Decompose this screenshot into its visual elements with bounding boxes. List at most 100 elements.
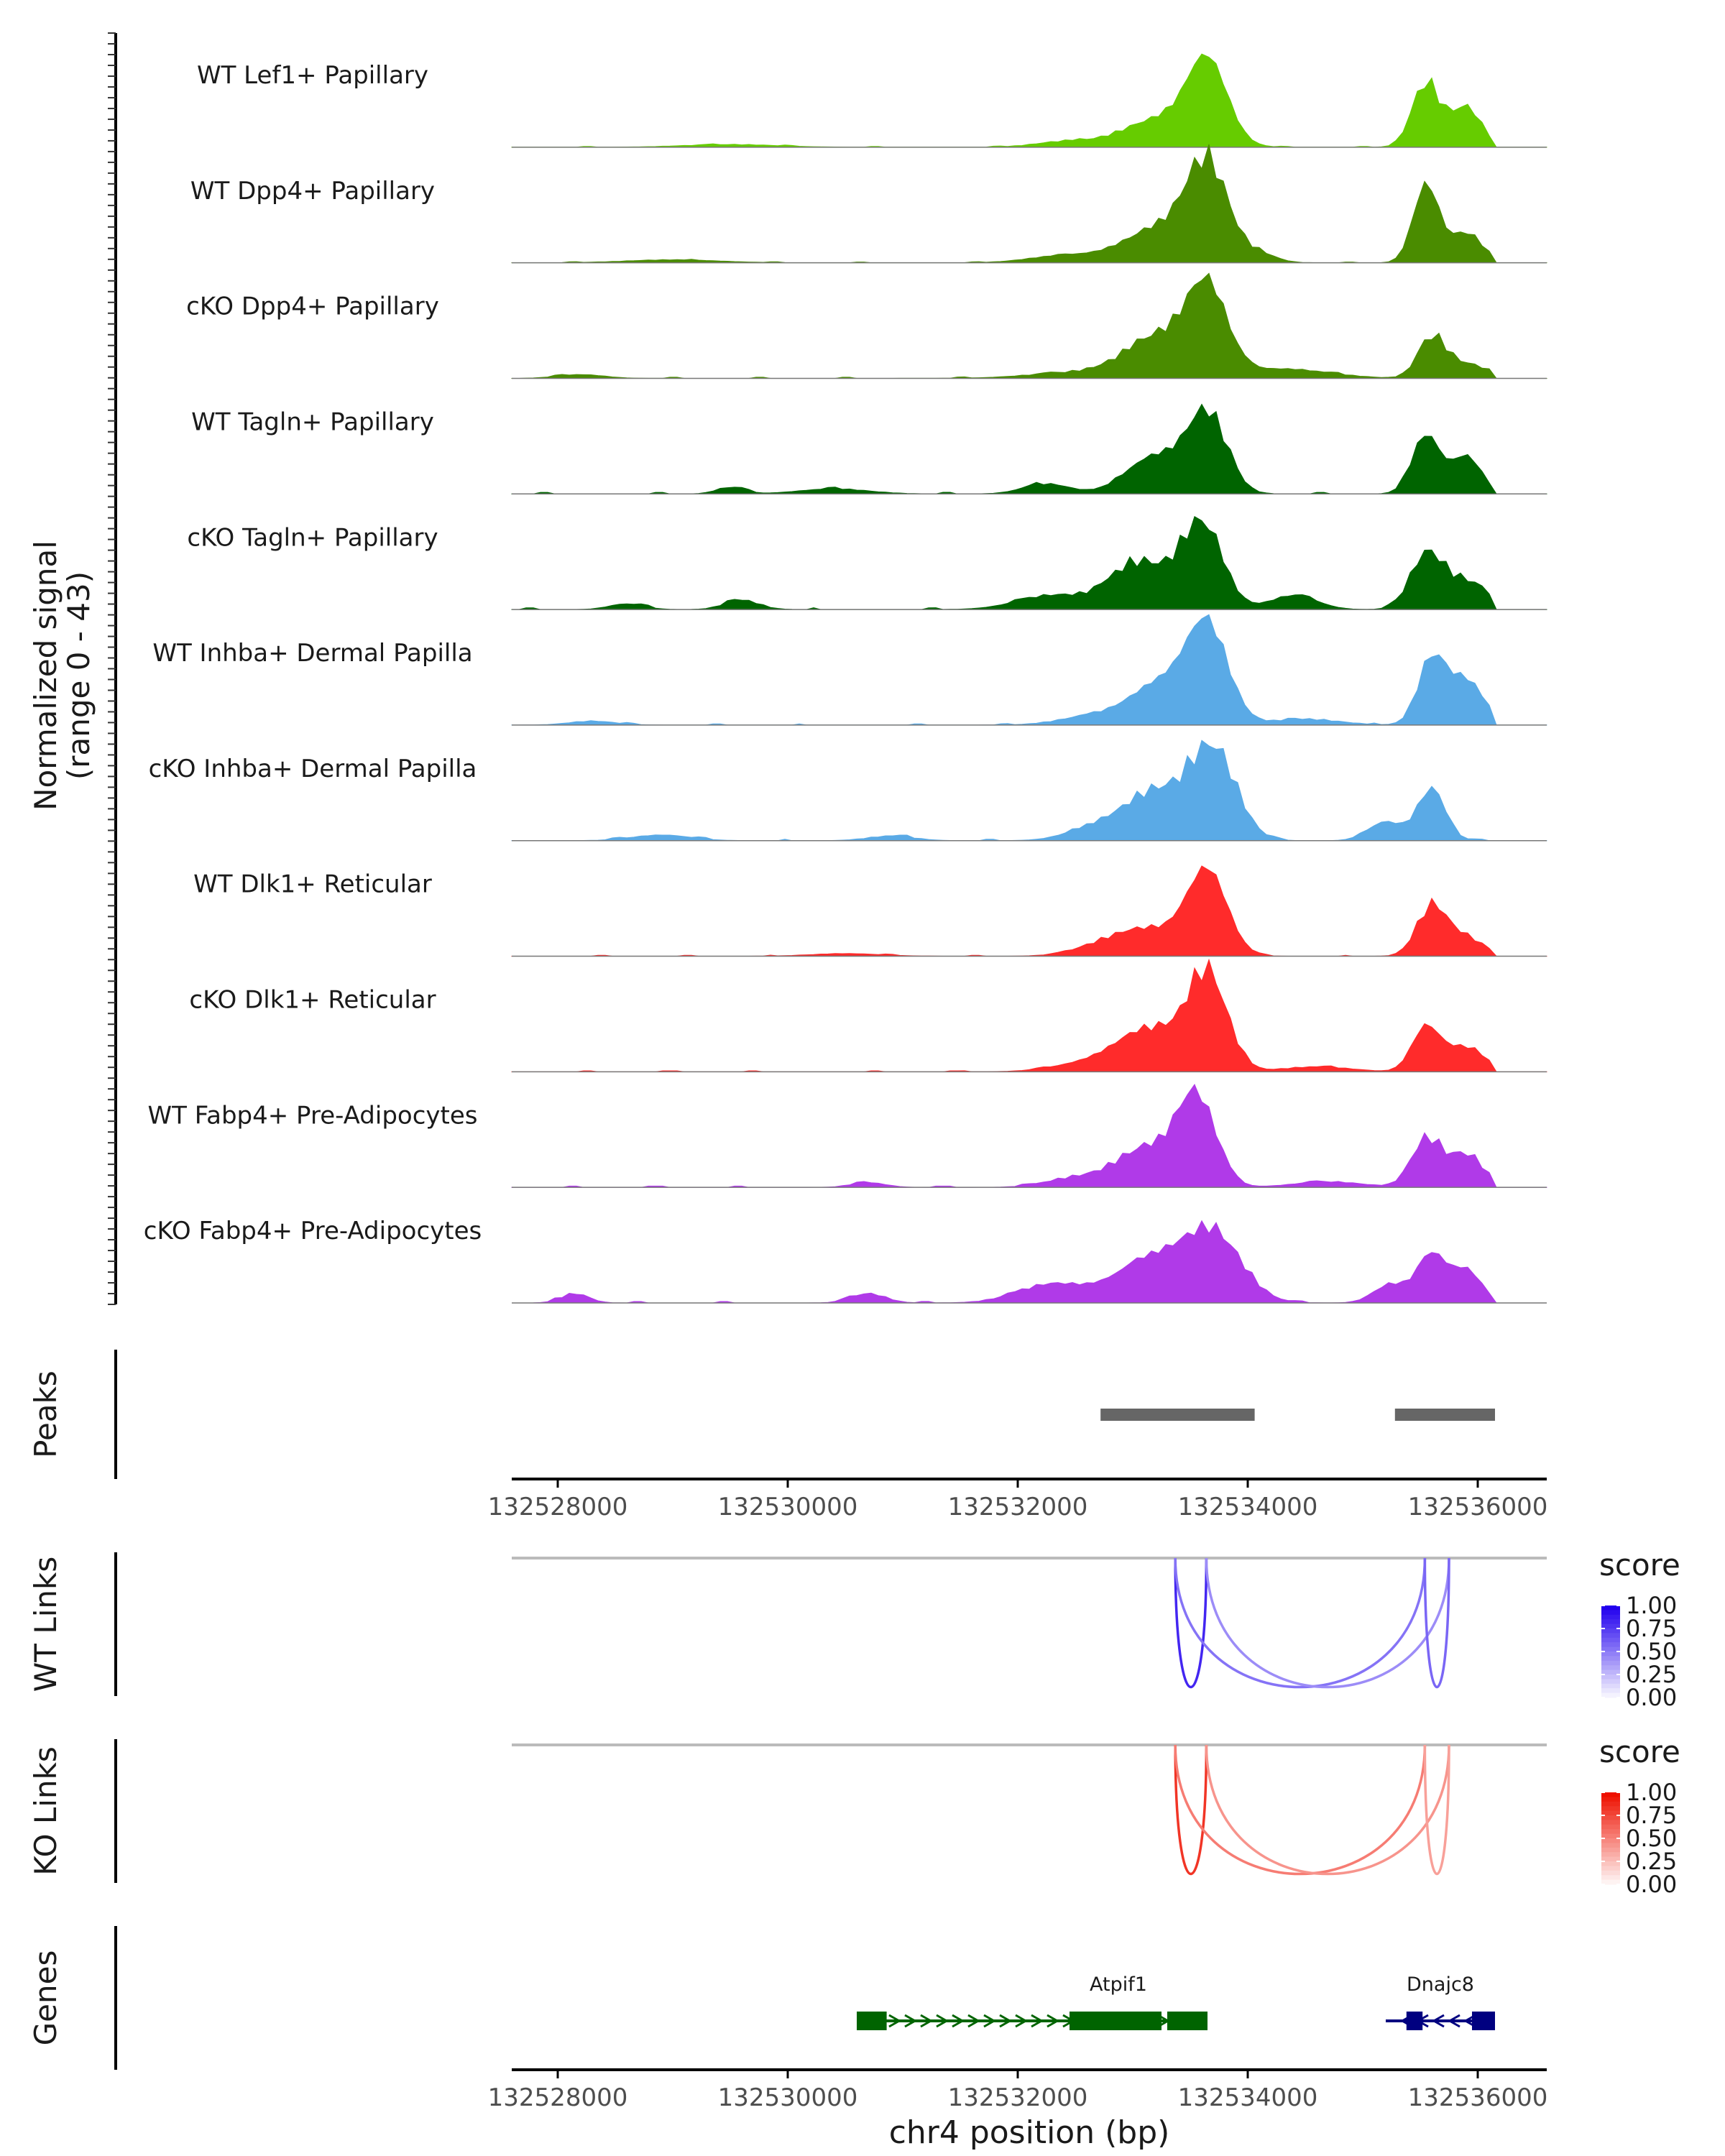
coverage-track-label: cKO Tagln+ Papillary — [187, 523, 438, 552]
legend-gradient-segment — [1601, 1801, 1620, 1807]
legend-gradient-segment — [1601, 1806, 1620, 1812]
peaks-label: Peaks — [28, 1370, 63, 1458]
legend-tick-label: 0.75 — [1626, 1615, 1677, 1642]
legend-gradient-segment — [1601, 1610, 1620, 1616]
legend-gradient-segment — [1601, 1651, 1620, 1657]
gene-strand-arrow — [904, 2014, 918, 2028]
legend-tick-label: 1.00 — [1626, 1592, 1677, 1619]
legend-gradient-segment — [1601, 1688, 1620, 1694]
coverage-track-label: WT Dlk1+ Reticular — [193, 870, 432, 899]
gene-exon — [857, 2012, 887, 2030]
coverage-track-label: cKO Dlk1+ Reticular — [189, 986, 436, 1015]
x-axis-tick-label: 132532000 — [948, 2083, 1088, 2112]
gene-strand-arrow — [983, 2014, 997, 2028]
legend-gradient-segment — [1601, 1856, 1620, 1862]
x-axis-tick-label: 132530000 — [718, 2083, 858, 2112]
coverage-track: cKO Inhba+ Dermal Papilla — [149, 740, 1547, 842]
legend-gradient-segment — [1601, 1614, 1620, 1620]
legend-gradient-segment — [1601, 1637, 1620, 1643]
coverage-track-label: WT Inhba+ Dermal Papilla — [152, 639, 472, 668]
legend-gradient-segment — [1601, 1824, 1620, 1830]
x-axis-tick-label: 132530000 — [718, 1493, 858, 1521]
legend-gradient-segment — [1601, 1656, 1620, 1662]
legend-gradient-segment — [1601, 1810, 1620, 1816]
coverage-track: WT Dlk1+ Reticular — [193, 865, 1547, 957]
gene-exon — [1070, 2012, 1162, 2030]
coverage-track: WT Tagln+ Papillary — [191, 403, 1547, 495]
coverage-area — [511, 1083, 1547, 1188]
gene-strand-arrow — [936, 2014, 949, 2028]
coverage-track: cKO Dpp4+ Papillary — [186, 272, 1547, 379]
legend-gradient-segment — [1601, 1669, 1620, 1675]
gene-exon — [1167, 2012, 1208, 2030]
gene-strand-arrow — [920, 2014, 934, 2028]
gene-strand-arrow — [1015, 2014, 1029, 2028]
x-axis-tick-label: 132532000 — [948, 1493, 1088, 1521]
legend-gradient-segment — [1601, 1870, 1620, 1876]
links-label: WT Links — [28, 1557, 63, 1692]
gene-strand-arrow — [888, 2014, 902, 2028]
x-axis-tick-label: 132534000 — [1178, 1493, 1318, 1521]
legend-title: score — [1599, 1734, 1680, 1769]
legend-gradient-segment — [1601, 1606, 1620, 1611]
coverage-track: cKO Dlk1+ Reticular — [189, 958, 1547, 1073]
gene-strand-arrow — [1031, 2014, 1044, 2028]
coverage-track-label: WT Lef1+ Papillary — [197, 61, 428, 90]
gene-name: Dnajc8 — [1407, 1973, 1474, 1996]
legend-gradient-segment — [1601, 1792, 1620, 1797]
link-arc — [1423, 1744, 1450, 1875]
coverage-panel: WT Lef1+ Papillary WT Dpp4+ Papillary cKO … — [28, 32, 1547, 1305]
x-axis-title: chr4 position (bp) — [889, 2114, 1170, 2151]
legend-gradient-segment — [1601, 1642, 1620, 1648]
link-arc — [1174, 1557, 1427, 1689]
x-axis-tick-label: 132528000 — [488, 2083, 628, 2112]
legend-tick-label: 0.25 — [1626, 1848, 1677, 1875]
legend-gradient-segment — [1601, 1820, 1620, 1825]
gene-exon — [1472, 2012, 1495, 2030]
coverage-area — [512, 1220, 1547, 1304]
links-track: KO Links score 1.000.750.500.250.00 — [28, 1734, 1680, 1898]
legend-tick-label: 0.25 — [1626, 1661, 1677, 1688]
gene-strand-arrow — [1431, 2014, 1445, 2028]
legend-gradient-segment — [1601, 1683, 1620, 1689]
legend-gradient-segment — [1601, 1692, 1620, 1698]
legend-gradient-segment — [1601, 1646, 1620, 1652]
legend-tick-label: 0.50 — [1626, 1825, 1677, 1852]
gene-strand-arrow — [1046, 2014, 1060, 2028]
peaks-panel: Peaks 132528000 132530000 132532000 13253400… — [28, 1350, 1547, 1521]
legend-gradient-segment — [1601, 1619, 1620, 1625]
coverage-area — [511, 53, 1547, 148]
coverage-track-label: cKO Dpp4+ Papillary — [186, 292, 439, 321]
x-axis-tick-label: 132536000 — [1408, 2083, 1548, 2112]
coverage-track-label: WT Dpp4+ Papillary — [190, 177, 435, 206]
gene-strand-arrow — [999, 2014, 1013, 2028]
x-axis-tick-label: 132528000 — [488, 1493, 628, 1521]
coverage-track: WT Fabp4+ Pre-Adipocytes — [148, 1083, 1547, 1188]
legend-gradient-segment — [1601, 1628, 1620, 1634]
legend-tick-label: 0.50 — [1626, 1638, 1677, 1665]
coverage-track: WT Lef1+ Papillary — [197, 53, 1547, 148]
coverage-track: WT Inhba+ Dermal Papilla — [152, 614, 1547, 726]
coverage-track-label: WT Tagln+ Papillary — [191, 407, 434, 436]
coverage-area — [511, 272, 1547, 379]
coverage-area — [511, 614, 1547, 726]
gene-exon — [1406, 2012, 1423, 2030]
gene: Dnajc8 — [1386, 1973, 1495, 2030]
link-arc — [1174, 1744, 1427, 1876]
legend-gradient-segment — [1601, 1833, 1620, 1839]
legend-gradient-segment — [1601, 1866, 1620, 1871]
legend-gradient-segment — [1601, 1797, 1620, 1802]
coverage-area — [511, 403, 1547, 494]
legend-tick-label: 0.75 — [1626, 1802, 1677, 1829]
coverage-track: WT Dpp4+ Papillary — [190, 144, 1547, 264]
legend-gradient-segment — [1601, 1861, 1620, 1866]
coverage-track: cKO Fabp4+ Pre-Adipocytes — [144, 1217, 1547, 1304]
coverage-area — [511, 865, 1547, 957]
legend-gradient-segment — [1601, 1679, 1620, 1685]
links-track: WT Links score 1.000.750.500.250.00 — [28, 1547, 1680, 1711]
x-axis-tick-label: 132534000 — [1178, 2083, 1318, 2112]
gene-strand-arrow — [967, 2014, 981, 2028]
legend-gradient-segment — [1601, 1847, 1620, 1853]
